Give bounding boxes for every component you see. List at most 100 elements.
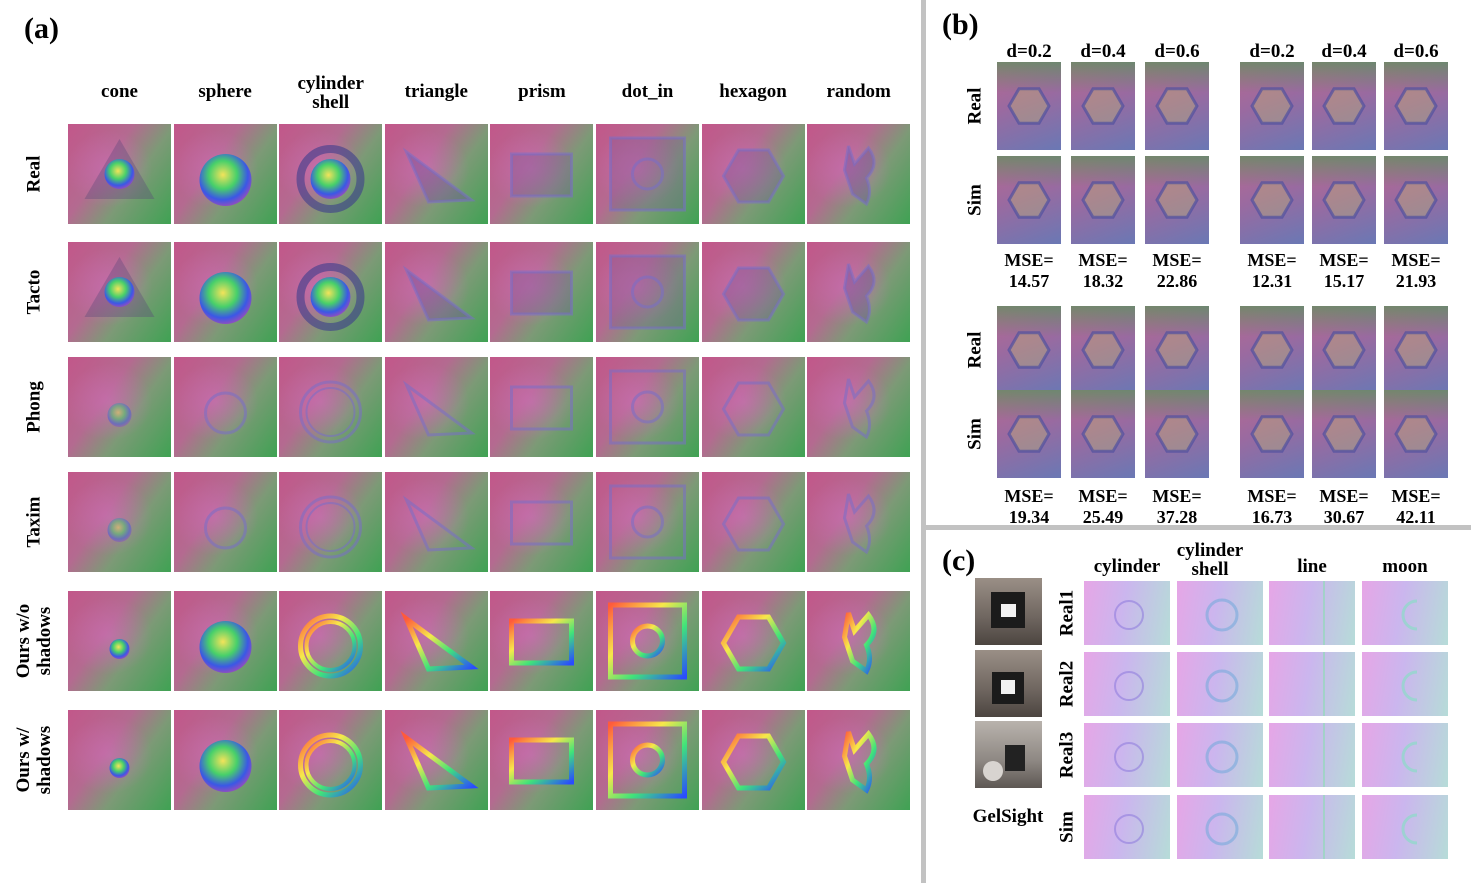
tactile-image-real-triangle [384,124,488,224]
mse-value-10: 16.73 [1251,507,1293,527]
tactile-image-b-real-1-3 [1145,62,1209,150]
tactile-image-ours-w-shadows-dot-in [596,710,699,810]
mse-label-10: MSE= [1247,486,1297,506]
tactile-image-b-real-3-6 [1384,306,1448,394]
tactile-image-b-real-3-4 [1240,306,1304,394]
tactile-image-real-sphere [173,124,277,224]
row-label-phong: Phong [23,381,45,433]
row-label-c-sim: Sim [1056,811,1078,843]
column-header-c-cylinder: cylinder [1093,556,1161,577]
tactile-image-tacto-prism [490,242,594,342]
tactile-image-b-sim-4-3 [1145,390,1209,478]
mse-label-3: MSE= [1152,250,1202,270]
mse-label-1: MSE= [1004,250,1054,270]
tactile-image-b-sim-4-1 [997,390,1061,478]
tactile-image-b-real-3-1 [997,306,1061,394]
tactile-image-b-sim-2-3 [1145,156,1209,244]
depth-header-5: d=0.4 [1321,41,1367,62]
tactile-image-c-real1-cylinder [1084,581,1170,645]
tactile-image-ours-w-shadows-cylinder-shell [279,710,383,810]
tactile-image-ours-w-o-shadows-triangle [384,591,488,691]
tactile-image-tacto-random [807,242,911,342]
sensor-photo-2 [975,650,1042,717]
tactile-image-tacto-cylinder-shell [279,242,383,342]
tactile-image-phong-dot-in [596,357,699,457]
tactile-image-tacto-dot-in [596,242,699,342]
tactile-image-b-real-1-5 [1312,62,1376,150]
column-header-dot-in: dot_in [621,81,674,102]
tactile-image-b-real-1-4 [1240,62,1304,150]
tactile-image-real-cone [68,124,171,224]
tactile-image-c-sim-line [1269,795,1355,859]
column-header-random: random [826,81,891,102]
tactile-image-taxim-sphere [173,472,277,572]
panel-b-label: (b) [942,8,979,41]
mse-label-8: MSE= [1078,486,1128,506]
tactile-image-phong-cone [68,357,171,457]
tactile-image-ours-w-shadows-triangle [384,710,488,810]
tactile-image-ours-w-shadows-cone [68,710,171,810]
panel-divider-horizontal [926,525,1471,530]
row-label-real: Real [23,155,45,193]
tactile-image-phong-prism [490,357,594,457]
tactile-image-taxim-prism [490,472,594,572]
tactile-image-b-sim-4-6 [1384,390,1448,478]
sensor-label: GelSight [972,806,1044,827]
tactile-image-ours-w-o-shadows-cylinder-shell [279,591,383,691]
tactile-image-b-real-1-1 [997,62,1061,150]
tactile-image-b-sim-4-4 [1240,390,1304,478]
mse-value-7: 19.34 [1008,507,1050,527]
row-label-tacto: Tacto [23,269,45,315]
row-label-sim-2: Sim [964,184,986,216]
tactile-image-b-sim-2-4 [1240,156,1304,244]
column-header-c-line: line [1297,556,1327,577]
row-label-c-real1: Real1 [1056,589,1078,637]
tactile-image-ours-w-o-shadows-random [807,591,911,691]
tactile-image-ours-w-o-shadows-hexagon [701,591,805,691]
depth-header-3: d=0.6 [1154,41,1200,62]
tactile-image-c-real3-moon [1362,723,1448,787]
tactile-image-c-sim-cylinder-shell [1177,795,1263,859]
tactile-image-ours-w-shadows-random [807,710,911,810]
row-label-c-real2: Real2 [1056,660,1078,708]
tactile-image-real-random [807,124,911,224]
mse-value-12: 42.11 [1396,507,1436,527]
tactile-image-phong-triangle [384,357,488,457]
depth-header-1: d=0.2 [1006,41,1052,62]
tactile-image-c-real3-cylinder-shell [1177,723,1263,787]
tactile-image-ours-w-shadows-sphere [173,710,277,810]
tactile-image-tacto-hexagon [701,242,805,342]
mse-value-5: 15.17 [1323,271,1365,291]
tactile-image-ours-w-o-shadows-sphere [173,591,277,691]
tactile-image-real-prism [490,124,594,224]
tactile-image-ours-w-shadows-hexagon [701,710,805,810]
tactile-image-taxim-cone [68,472,171,572]
tactile-image-ours-w-o-shadows-cone [68,591,171,691]
row-label-sim-4: Sim [964,418,986,450]
row-label-real-1: Real [964,87,986,125]
column-header-c-moon: moon [1382,556,1428,577]
tactile-image-real-cylinder-shell [279,124,383,224]
mse-label-5: MSE= [1319,250,1369,270]
tactile-image-b-real-3-3 [1145,306,1209,394]
tactile-image-c-real3-line [1269,723,1355,787]
tactile-image-ours-w-o-shadows-dot-in [596,591,699,691]
tactile-image-taxim-triangle [384,472,488,572]
tactile-image-c-sim-moon [1362,795,1448,859]
panel-divider-vertical [921,0,926,883]
mse-value-11: 30.67 [1323,507,1365,527]
row-label-ours-w-o-shadows: Ours w/o shadows [13,603,55,679]
mse-value-2: 18.32 [1082,271,1124,291]
mse-value-4: 12.31 [1251,271,1293,291]
mse-label-7: MSE= [1004,486,1054,506]
tactile-image-b-real-1-2 [1071,62,1135,150]
column-header-sphere: sphere [198,81,252,102]
tactile-image-taxim-cylinder-shell [279,472,383,572]
tactile-image-b-sim-4-5 [1312,390,1376,478]
depth-header-2: d=0.4 [1080,41,1126,62]
mse-value-6: 21.93 [1395,271,1437,291]
column-header-c-cylinder-shell: cylinder shell [1176,540,1244,580]
tactile-image-c-real1-line [1269,581,1355,645]
tactile-image-b-real-1-6 [1384,62,1448,150]
tactile-image-real-hexagon [701,124,805,224]
